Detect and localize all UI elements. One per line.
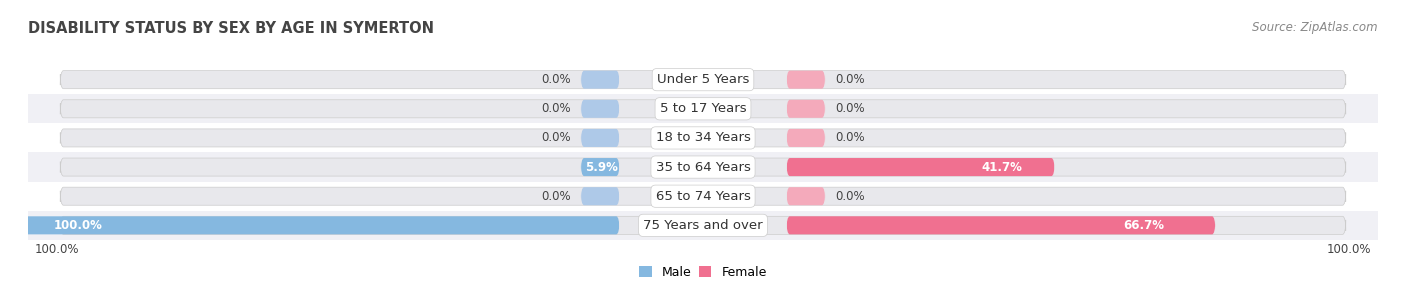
FancyBboxPatch shape [581, 187, 620, 205]
Text: 18 to 34 Years: 18 to 34 Years [655, 131, 751, 145]
Text: Source: ZipAtlas.com: Source: ZipAtlas.com [1253, 21, 1378, 34]
Legend: Male, Female: Male, Female [640, 266, 766, 279]
Text: Under 5 Years: Under 5 Years [657, 73, 749, 86]
Text: 5 to 17 Years: 5 to 17 Years [659, 102, 747, 115]
Bar [28, 65, 1378, 94]
Bar [28, 182, 1378, 211]
FancyBboxPatch shape [60, 129, 1346, 147]
FancyBboxPatch shape [581, 71, 620, 89]
FancyBboxPatch shape [60, 187, 1346, 205]
FancyBboxPatch shape [581, 129, 620, 147]
FancyBboxPatch shape [581, 100, 620, 118]
FancyBboxPatch shape [60, 216, 1346, 234]
Bar [28, 211, 1378, 240]
FancyBboxPatch shape [786, 216, 1215, 234]
FancyBboxPatch shape [786, 100, 825, 118]
Text: 0.0%: 0.0% [835, 73, 865, 86]
FancyBboxPatch shape [786, 187, 825, 205]
Text: 5.9%: 5.9% [585, 160, 619, 174]
Text: 100.0%: 100.0% [35, 243, 79, 256]
Text: 65 to 74 Years: 65 to 74 Years [655, 190, 751, 203]
Text: DISABILITY STATUS BY SEX BY AGE IN SYMERTON: DISABILITY STATUS BY SEX BY AGE IN SYMER… [28, 21, 434, 36]
Text: 35 to 64 Years: 35 to 64 Years [655, 160, 751, 174]
FancyBboxPatch shape [786, 158, 1054, 176]
Text: 75 Years and over: 75 Years and over [643, 219, 763, 232]
FancyBboxPatch shape [786, 129, 825, 147]
Text: 0.0%: 0.0% [835, 102, 865, 115]
Text: 41.7%: 41.7% [981, 160, 1022, 174]
FancyBboxPatch shape [581, 158, 620, 176]
FancyBboxPatch shape [60, 100, 1346, 118]
Text: 100.0%: 100.0% [1327, 243, 1371, 256]
Bar [28, 152, 1378, 182]
Text: 0.0%: 0.0% [541, 190, 571, 203]
FancyBboxPatch shape [60, 158, 1346, 176]
Bar [28, 94, 1378, 123]
Text: 0.0%: 0.0% [541, 73, 571, 86]
Text: 0.0%: 0.0% [835, 131, 865, 145]
FancyBboxPatch shape [0, 216, 620, 234]
Text: 66.7%: 66.7% [1123, 219, 1164, 232]
Text: 0.0%: 0.0% [541, 131, 571, 145]
Bar [28, 123, 1378, 152]
Text: 0.0%: 0.0% [835, 190, 865, 203]
FancyBboxPatch shape [60, 71, 1346, 89]
Text: 100.0%: 100.0% [53, 219, 103, 232]
Text: 0.0%: 0.0% [541, 102, 571, 115]
FancyBboxPatch shape [786, 71, 825, 89]
